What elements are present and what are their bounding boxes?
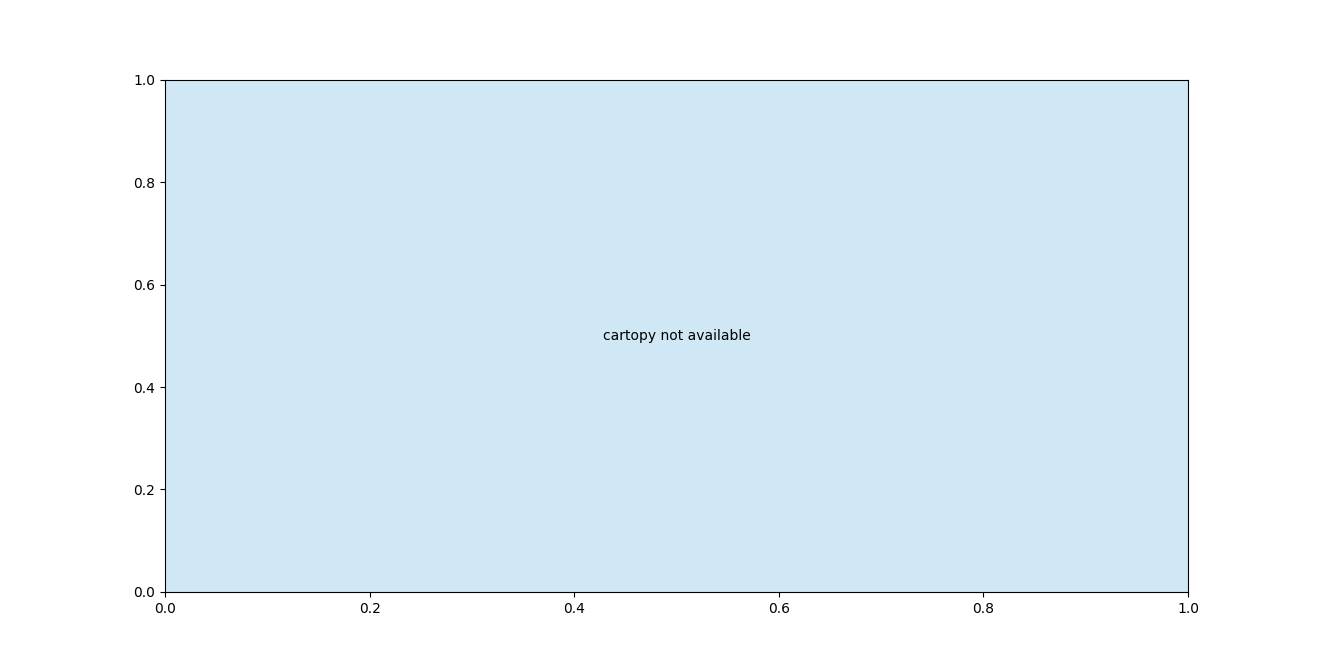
- Text: cartopy not available: cartopy not available: [603, 329, 750, 343]
